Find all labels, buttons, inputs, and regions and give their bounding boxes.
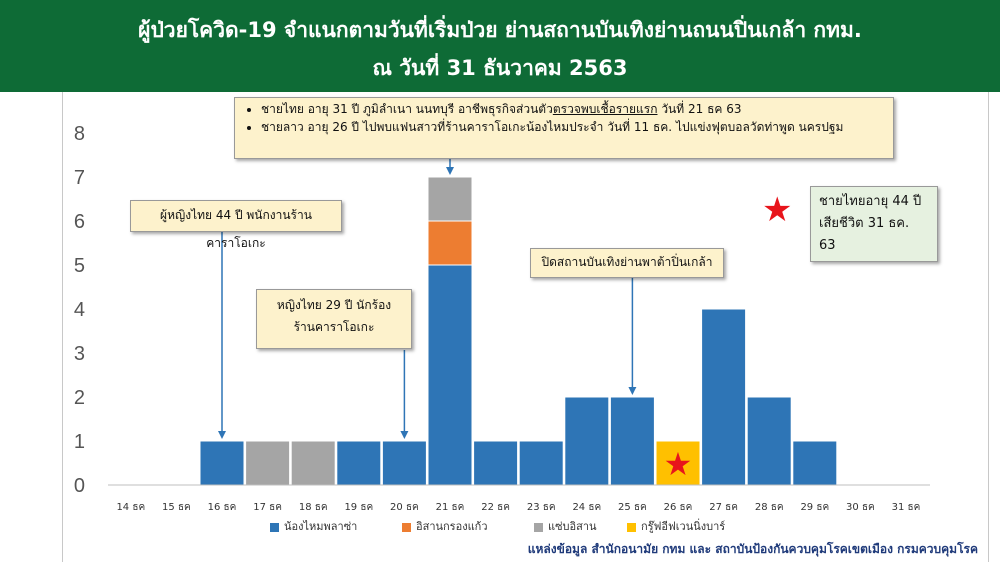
bar-segment	[427, 176, 473, 222]
bar-segment	[564, 396, 610, 486]
chart-subtitle-date: ณ วันที่ 31 ธันวาคม 2563	[372, 56, 628, 80]
bar-segment	[381, 440, 427, 486]
bar-segment	[290, 440, 336, 486]
x-tick-label: 16 ธค	[208, 502, 237, 513]
callout-arrow-head	[446, 167, 454, 175]
x-tick-label: 15 ธค	[162, 502, 191, 513]
legend-swatch-yellow	[627, 522, 636, 532]
data-source: แหล่งข้อมูล สำนักอนามัย กทม และ สถาบันป้…	[527, 542, 978, 556]
legend-label: กรู๊ฟอีฟเวนนิ่งบาร์	[641, 520, 726, 533]
bar-segment	[655, 440, 701, 486]
callout-woman-29-line1: หญิงไทย 29 ปี นักร้อง	[276, 298, 392, 312]
x-tick-label: 18 ธค	[299, 502, 328, 513]
y-tick-label: 3	[74, 343, 85, 365]
y-axis: 0 1 2 3 4 5 6 7 8	[74, 123, 85, 497]
bar-segment	[746, 396, 792, 486]
legend-item-3: กรู๊ฟอีฟเวนนิ่งบาร์	[627, 517, 725, 535]
x-tick-label: 30 ธค	[846, 502, 875, 513]
legend-label: แซ่บอิสาน	[548, 520, 597, 533]
x-tick-label: 29 ธค	[800, 502, 829, 513]
bar-segment	[336, 440, 382, 486]
x-tick-label: 28 ธค	[755, 502, 784, 513]
y-tick-label: 4	[74, 299, 85, 321]
callout-first-case-item2: ชายลาว อายุ 26 ปี ไปพบแฟนสาวที่ร้านคาราโ…	[261, 118, 889, 136]
bar-segment	[609, 396, 655, 486]
x-tick-label: 27 ธค	[709, 502, 738, 513]
x-tick-label: 20 ธค	[390, 502, 419, 513]
x-tick-label: 31 ธค	[892, 502, 921, 513]
y-tick-label: 6	[74, 211, 85, 233]
star-icon: ★	[762, 190, 793, 230]
x-tick-label: 17 ธค	[253, 502, 282, 513]
y-tick-label: 8	[74, 123, 85, 145]
death-note-line1: ชายไทยอายุ 44 ปี	[819, 194, 922, 209]
callout-first-case-item1: ชายไทย อายุ 31 ปี ภูมิลำเนา นนทบุรี อาชี…	[261, 100, 889, 118]
x-tick-label: 25 ธค	[618, 502, 647, 513]
callout-arrows	[218, 154, 637, 439]
x-tick-label: 23 ธค	[527, 502, 556, 513]
legend-swatch-blue	[270, 522, 279, 532]
item1-date-text: วันที่ 21 ธค 63	[657, 102, 742, 116]
callout-closure: ปิดสถานบันเทิงย่านพาต้าปิ่นเกล้า	[530, 248, 724, 278]
bars-group: ★	[199, 176, 838, 486]
x-tick-label: 24 ธค	[572, 502, 601, 513]
callout-arrow-head	[628, 387, 637, 395]
callout-woman-29-line2: ร้านคาราโอเกะ	[293, 320, 375, 334]
death-note-line2: เสียชีวิต 31 ธค. 63	[819, 216, 910, 253]
item1-text: ชายไทย อายุ 31 ปี ภูมิลำเนา นนทบุรี อาชี…	[261, 102, 553, 116]
bar-segment	[199, 440, 245, 486]
x-tick-label: 21 ธค	[436, 502, 465, 513]
legend-item-1: อิสานกรองแก้ว	[402, 517, 488, 535]
bar-segment	[518, 440, 564, 486]
y-tick-label: 1	[74, 431, 85, 453]
callout-woman-44: ผู้หญิงไทย 44 ปี พนักงานร้านคาราโอเกะ	[130, 200, 342, 250]
bar-segment	[427, 220, 473, 266]
chart-title: ผู้ป่วยโควิด-19 จำแนกตามวันที่เริ่มป่วย …	[138, 18, 862, 42]
bar-segment	[427, 264, 473, 486]
legend-item-2: แซ่บอิสาน	[534, 517, 597, 535]
x-tick-label: 26 ธค	[664, 502, 693, 513]
item1-underlined-text: ตรวจพบเชื้อรายแรก	[552, 102, 658, 116]
x-tick-label: 22 ธค	[481, 502, 510, 513]
callout-first-case: ชายไทย อายุ 31 ปี ภูมิลำเนา นนทบุรี อาชี…	[234, 97, 894, 159]
callout-arrow-head	[218, 431, 226, 439]
bar-segment	[473, 440, 519, 486]
bar-star-icon: ★	[664, 445, 693, 483]
y-tick-label: 2	[74, 387, 85, 409]
y-tick-label: 7	[74, 167, 85, 189]
bar-segment	[792, 440, 838, 486]
legend-swatch-orange	[402, 522, 411, 532]
x-tick-label: 19 ธค	[344, 502, 373, 513]
chart-panel	[62, 92, 989, 562]
legend-label: อิสานกรองแก้ว	[416, 520, 488, 533]
y-tick-label: 0	[74, 475, 85, 497]
legend-item-0: น้องไหมพลาซ่า	[270, 517, 357, 535]
y-tick-label: 5	[74, 255, 85, 277]
x-axis: 14 ธค 15 ธค 16 ธค 17 ธค 18 ธค 19 ธค 20 ธค 21 ธค…	[116, 502, 920, 513]
callout-arrow-head	[400, 431, 409, 439]
legend-swatch-gray	[534, 522, 543, 532]
item2-text: ชายลาว อายุ 26 ปี ไปพบแฟนสาวที่ร้านคาราโ…	[261, 120, 844, 134]
x-tick-label: 14 ธค	[116, 502, 145, 513]
bar-segment	[245, 440, 291, 486]
legend-label: น้องไหมพลาซ่า	[284, 520, 358, 533]
callout-woman-29: หญิงไทย 29 ปี นักร้อง ร้านคาราโอเกะ	[256, 289, 412, 349]
bar-segment	[701, 308, 747, 486]
title-bar: ผู้ป่วยโควิด-19 จำแนกตามวันที่เริ่มป่วย …	[0, 0, 1000, 92]
death-note-box: ชายไทยอายุ 44 ปี เสียชีวิต 31 ธค. 63	[810, 186, 938, 262]
